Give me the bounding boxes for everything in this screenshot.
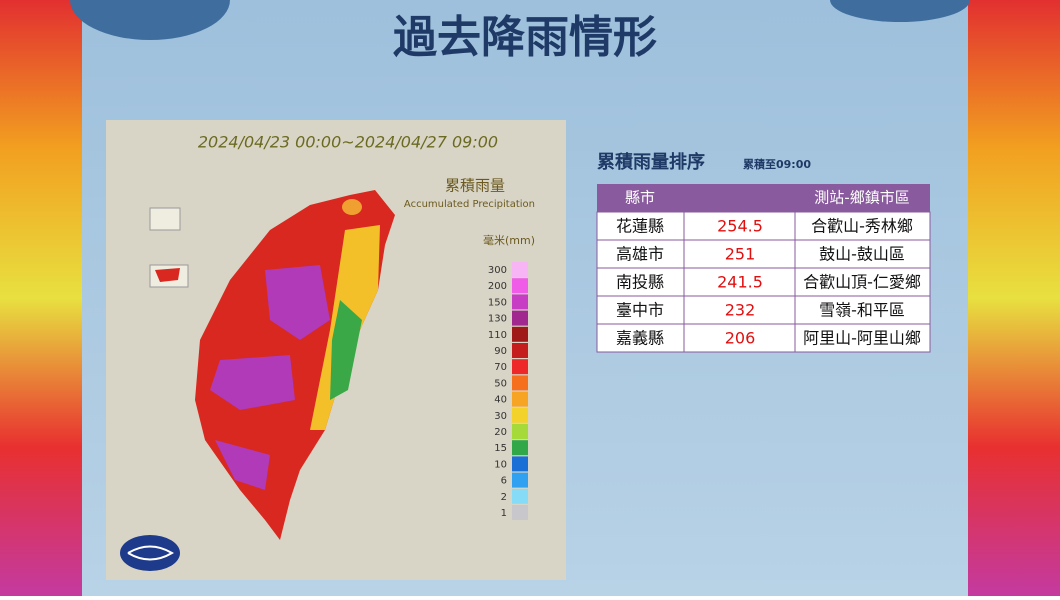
legend-swatch	[512, 472, 528, 488]
legend-swatch	[512, 424, 528, 439]
legend-swatch	[512, 407, 528, 423]
table-cell: 南投縣	[616, 273, 664, 292]
cloud	[70, 0, 230, 40]
legend-label: 1	[501, 508, 507, 519]
legend-title: 累積雨量	[445, 177, 505, 195]
logo	[120, 535, 180, 571]
table-cell: 206	[725, 329, 756, 348]
table-title: 累積雨量排序	[597, 151, 705, 173]
legend-swatch	[512, 278, 528, 294]
table-cell: 雪嶺-和平區	[819, 301, 905, 320]
map-period: 2024/04/23 00:00~2024/04/27 09:00	[198, 133, 498, 152]
table-header	[597, 184, 930, 212]
legend-swatch	[512, 488, 528, 504]
table-row	[596, 211, 931, 241]
legend-label: 110	[488, 330, 507, 341]
legend-swatch	[512, 359, 528, 375]
side-strip	[0, 0, 82, 596]
table-row	[596, 323, 931, 353]
table-cell: 鼓山-鼓山區	[819, 245, 905, 264]
legend-swatch	[512, 343, 528, 358]
table-cell: 花蓮縣	[616, 217, 664, 236]
legend-swatch	[512, 326, 528, 342]
table-cell: 高雄市	[616, 245, 664, 264]
table-cell: 嘉義縣	[616, 329, 664, 348]
legend-label: 200	[488, 281, 507, 292]
legend-swatch	[512, 440, 528, 456]
legend-label: 50	[494, 378, 507, 389]
legend: 300 200 150 130 110 90 70 50 40 30 20 15 10 6 2 1	[488, 262, 528, 520]
table-cell: 合歡山-秀林鄉	[811, 217, 913, 236]
legend-swatch	[512, 391, 528, 407]
title: 過去降雨情形	[393, 12, 657, 63]
table-cell: 254.5	[717, 217, 763, 236]
legend-swatch	[512, 505, 528, 520]
legend-swatch	[512, 262, 528, 277]
legend-swatch	[512, 375, 528, 391]
table-note: 累積至09:00	[743, 157, 811, 171]
legend-swatch	[512, 294, 528, 310]
table-row	[596, 239, 931, 269]
legend-label: 90	[494, 346, 507, 357]
legend-swatch	[512, 310, 528, 326]
table-cell: 232	[725, 301, 756, 320]
header-cell: 縣市	[625, 189, 655, 207]
legend-label: 130	[488, 314, 507, 325]
taiwan-map	[149, 190, 395, 540]
legend-label: 2	[501, 492, 507, 503]
legend-unit: 毫米(mm)	[483, 233, 535, 247]
legend-label: 150	[488, 297, 507, 308]
legend-label: 40	[494, 395, 507, 406]
legend-label: 300	[488, 265, 507, 276]
table-cell: 阿里山-阿里山鄉	[803, 329, 921, 348]
legend-swatch	[512, 456, 528, 472]
legend-label: 20	[494, 427, 507, 438]
table-cell: 臺中市	[616, 301, 664, 320]
legend-label: 70	[494, 362, 507, 373]
cloud	[830, 0, 970, 22]
table-row	[596, 267, 931, 297]
table-cell: 251	[725, 245, 756, 264]
legend-label: 15	[494, 443, 507, 454]
table-cell: 241.5	[717, 273, 763, 292]
side-strip	[968, 0, 1060, 596]
legend-label: 10	[494, 459, 507, 470]
legend-label: 30	[494, 411, 507, 422]
header-cell: 測站-鄉鎮市區	[814, 189, 909, 207]
legend-label: 6	[501, 476, 507, 487]
table-row	[596, 295, 931, 325]
table-cell: 合歡山頂-仁愛鄉	[803, 273, 921, 292]
legend-subtitle: Accumulated Precipitation	[404, 199, 535, 210]
